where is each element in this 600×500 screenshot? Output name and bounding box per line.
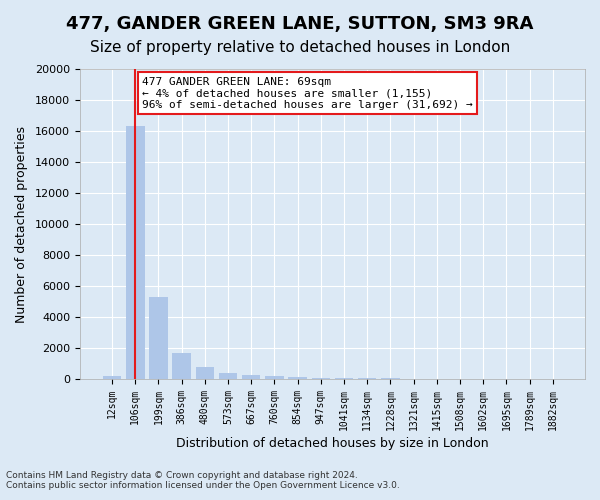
Bar — [242, 376, 260, 379]
Bar — [289, 377, 307, 379]
Bar — [149, 297, 168, 379]
Bar — [265, 376, 284, 379]
Y-axis label: Number of detached properties: Number of detached properties — [15, 126, 28, 322]
Bar — [103, 376, 121, 379]
Text: 477 GANDER GREEN LANE: 69sqm
← 4% of detached houses are smaller (1,155)
96% of : 477 GANDER GREEN LANE: 69sqm ← 4% of det… — [142, 77, 473, 110]
Bar — [381, 378, 400, 379]
Bar — [219, 373, 237, 379]
Bar — [427, 378, 446, 379]
Bar — [335, 378, 353, 379]
Bar — [451, 378, 469, 379]
Bar — [126, 126, 145, 379]
Bar — [404, 378, 423, 379]
X-axis label: Distribution of detached houses by size in London: Distribution of detached houses by size … — [176, 437, 489, 450]
Text: Size of property relative to detached houses in London: Size of property relative to detached ho… — [90, 40, 510, 55]
Bar — [196, 367, 214, 379]
Text: 477, GANDER GREEN LANE, SUTTON, SM3 9RA: 477, GANDER GREEN LANE, SUTTON, SM3 9RA — [67, 15, 533, 33]
Bar — [311, 378, 330, 379]
Bar — [358, 378, 376, 379]
Bar — [172, 353, 191, 379]
Text: Contains HM Land Registry data © Crown copyright and database right 2024.
Contai: Contains HM Land Registry data © Crown c… — [6, 470, 400, 490]
